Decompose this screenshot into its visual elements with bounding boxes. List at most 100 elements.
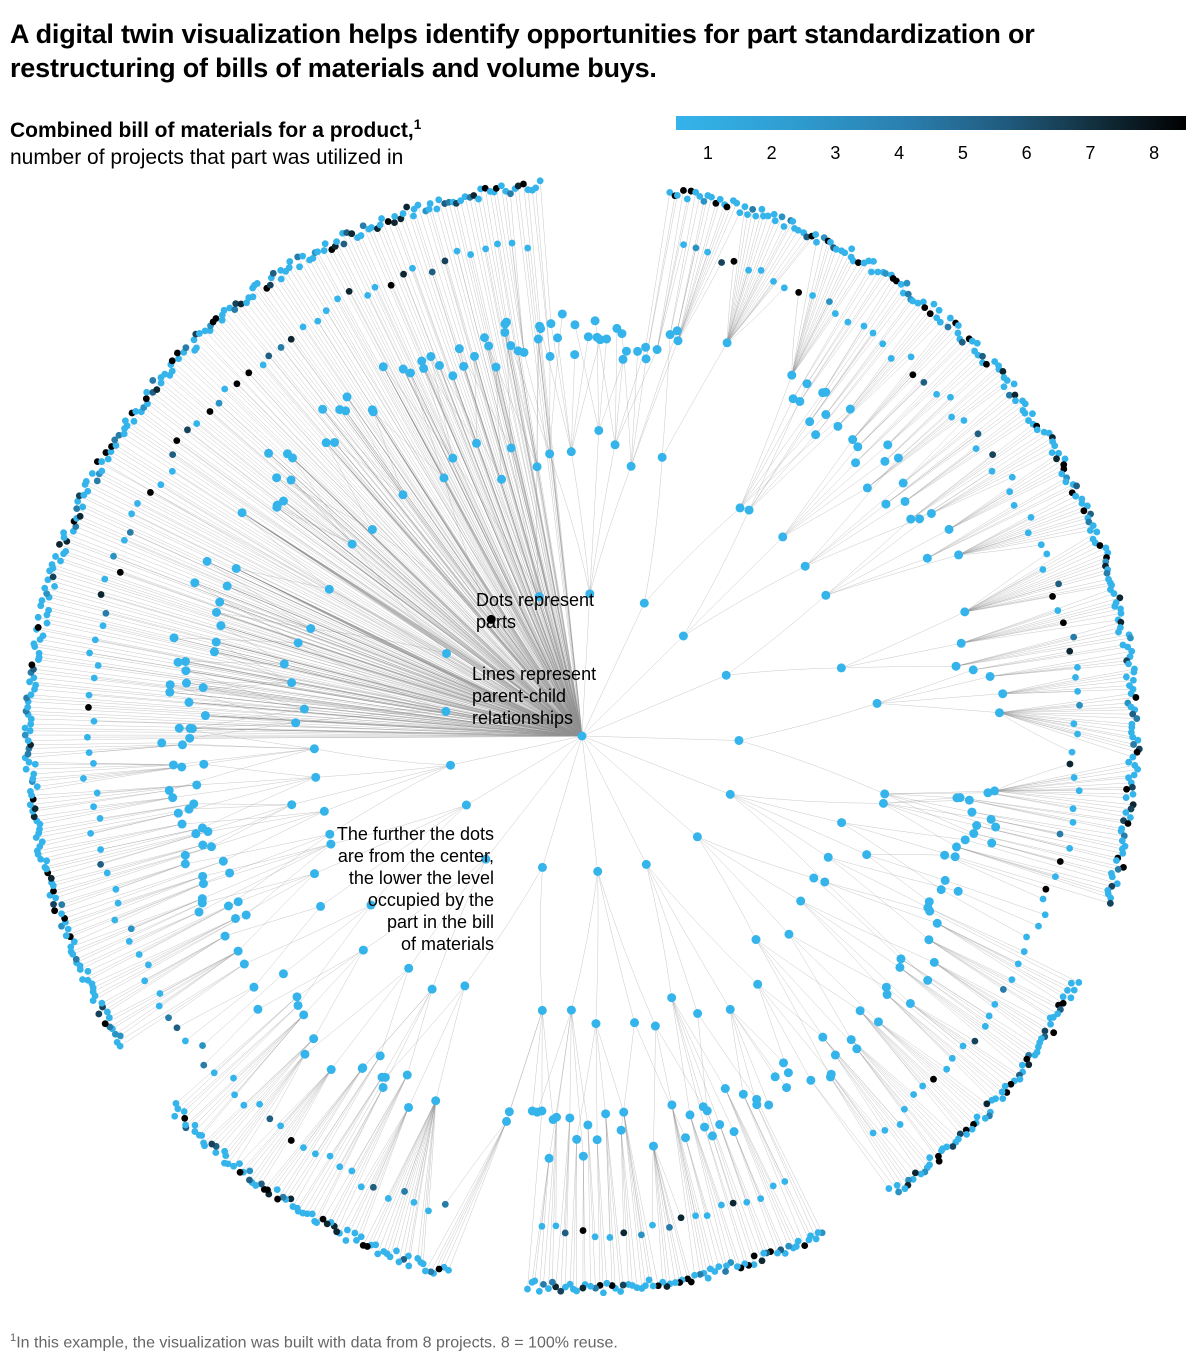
part-node <box>79 976 86 983</box>
parent-child-edge <box>720 1125 764 1254</box>
part-node <box>122 417 129 424</box>
part-node <box>674 192 681 199</box>
parent-child-edge <box>965 840 1117 884</box>
part-node <box>895 963 904 972</box>
parent-child-edge <box>549 1010 571 1158</box>
subtitle-block: Combined bill of materials for a product… <box>10 116 610 172</box>
part-node <box>368 224 375 231</box>
part-node <box>157 738 166 747</box>
parent-child-edge <box>965 566 1106 612</box>
parent-child-edge <box>380 968 409 1056</box>
parent-child-edge <box>653 1146 679 1282</box>
part-node <box>856 1006 865 1015</box>
part-node <box>593 1135 602 1144</box>
part-node <box>1032 1052 1039 1059</box>
part-node <box>949 1143 956 1150</box>
part-node <box>1111 603 1118 610</box>
part-node <box>736 209 743 216</box>
part-node <box>779 1058 788 1067</box>
part-node <box>579 1285 586 1292</box>
part-node <box>223 582 232 591</box>
part-node <box>84 488 91 495</box>
parent-child-edge <box>662 343 727 458</box>
part-node <box>1060 619 1067 626</box>
part-node <box>326 840 335 849</box>
part-node <box>231 914 240 923</box>
part-node <box>231 306 238 313</box>
part-node <box>117 569 124 576</box>
part-node <box>567 1006 576 1015</box>
parent-child-edge <box>293 1056 380 1207</box>
part-node <box>198 823 207 832</box>
part-node <box>396 1259 403 1266</box>
part-node <box>982 1115 989 1122</box>
parent-child-edge <box>835 1055 884 1130</box>
part-node <box>400 271 407 278</box>
part-node <box>954 550 963 559</box>
part-node <box>678 1214 685 1221</box>
part-node <box>358 232 365 239</box>
parent-child-edge <box>582 736 598 871</box>
part-node <box>700 1123 709 1132</box>
part-node <box>1075 979 1082 986</box>
parent-child-edge <box>466 736 582 805</box>
parent-child-edge <box>107 936 225 1012</box>
part-node <box>684 196 691 203</box>
parent-child-edge <box>841 643 961 668</box>
parent-child-edge <box>598 871 635 1022</box>
part-node <box>225 868 234 877</box>
part-node <box>240 960 249 969</box>
part-node <box>987 815 996 824</box>
part-node <box>234 947 243 956</box>
parent-child-edge <box>598 871 656 1026</box>
part-node <box>417 357 426 366</box>
parent-child-edge <box>727 221 775 343</box>
part-node <box>896 954 905 963</box>
radial-tree-svg: Dots representpartsLines representparent… <box>12 176 1176 1296</box>
part-node <box>181 666 190 675</box>
parent-child-edge <box>261 1070 331 1184</box>
part-node <box>1001 383 1008 390</box>
parent-child-edge <box>730 794 828 857</box>
parent-child-edge <box>756 940 857 1049</box>
legend-tick: 8 <box>1122 143 1186 164</box>
part-node <box>169 357 176 364</box>
part-node <box>110 553 117 560</box>
parent-child-edge <box>551 324 571 452</box>
parent-child-edge <box>961 609 1120 643</box>
part-node <box>182 1122 189 1129</box>
part-node <box>494 241 501 248</box>
part-node <box>190 578 199 587</box>
part-node <box>1070 634 1077 641</box>
parent-child-edge <box>743 1094 804 1245</box>
parent-child-edge <box>730 1009 775 1076</box>
part-node <box>667 1100 676 1109</box>
part-node <box>617 1126 626 1135</box>
parent-child-edge <box>789 934 886 987</box>
parent-child-edge <box>860 1011 933 1079</box>
parent-child-edge <box>757 1105 818 1233</box>
parent-child-edge <box>570 1139 577 1284</box>
part-node <box>983 361 990 368</box>
part-node <box>806 1236 813 1243</box>
part-node <box>1113 857 1120 864</box>
part-node <box>63 932 70 939</box>
part-node <box>912 1169 919 1176</box>
part-node <box>974 1114 981 1121</box>
part-node <box>812 231 819 238</box>
parent-child-edge <box>690 1115 727 1266</box>
part-node <box>707 1265 714 1272</box>
part-node <box>1011 502 1018 509</box>
parent-child-edge <box>887 995 995 1099</box>
part-node <box>772 217 779 224</box>
part-node <box>565 1113 574 1122</box>
parent-child-edge <box>727 233 804 343</box>
part-node <box>288 1137 295 1144</box>
part-node <box>974 340 981 347</box>
part-node <box>961 417 968 424</box>
part-node <box>989 468 996 475</box>
part-node <box>253 1005 262 1014</box>
part-node <box>181 859 190 868</box>
part-node <box>833 422 842 431</box>
parent-child-edge <box>655 1026 703 1107</box>
